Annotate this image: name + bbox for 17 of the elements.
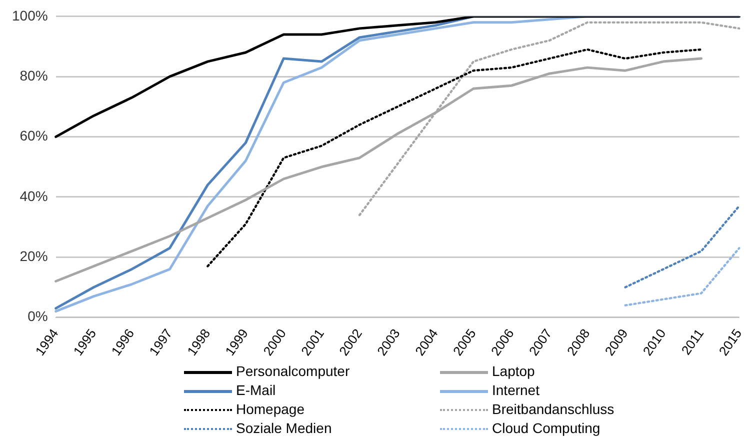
legend-label: Personalcomputer [236, 363, 350, 379]
line-series [624, 204, 740, 288]
legend-label: E-Mail [236, 382, 276, 398]
y-tick-label: 20% [20, 248, 48, 264]
legend-label: Internet [492, 382, 540, 398]
y-tick-label: 40% [20, 188, 48, 204]
legend-label: Homepage [236, 401, 304, 417]
y-tick-label: 60% [20, 128, 48, 144]
y-tick-label: 0% [28, 308, 48, 324]
y-tick-label: 100% [12, 7, 48, 24]
line-series [624, 247, 740, 306]
y-tick-label: 80% [20, 67, 48, 84]
legend-label: Cloud Computing [492, 420, 600, 436]
line-series [206, 48, 702, 268]
legend-label: Soziale Medien [236, 420, 332, 436]
legend-label: Laptop [492, 363, 535, 379]
legend-label: Breitbandanschluss [492, 401, 614, 417]
